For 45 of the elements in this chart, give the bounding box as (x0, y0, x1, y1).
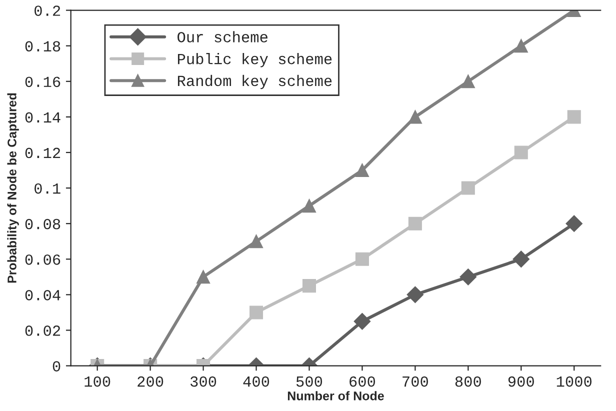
point (302, 279, 316, 293)
x-tick-label: 400 (243, 376, 270, 387)
y-tick-label: 0.06 (25, 254, 60, 265)
x-tick-label: 200 (138, 376, 164, 387)
y-tick-label: 0.2 (34, 6, 60, 16)
x-tick-label: 600 (350, 376, 376, 387)
y-tick-label: 0.08 (25, 218, 60, 230)
x-tick-label: 900 (508, 376, 534, 387)
x-tick-label: 500 (296, 376, 322, 387)
point (567, 110, 581, 124)
point (460, 268, 477, 286)
point (514, 146, 528, 160)
x-tick-label: 100 (84, 376, 110, 387)
x-tick-label: 1000 (556, 376, 592, 387)
y-tick-label: 0.1 (34, 183, 60, 194)
y-tick-label: 0.16 (25, 76, 60, 88)
point (354, 312, 371, 330)
point (302, 199, 316, 213)
point (355, 252, 369, 266)
point (249, 234, 264, 248)
legend-label: Our scheme (178, 31, 268, 42)
y-tick-label: 0.04 (25, 290, 60, 300)
point (355, 163, 369, 178)
point (512, 250, 530, 268)
legend-label: Random key scheme (178, 74, 332, 90)
x-tick-label: 800 (455, 376, 481, 387)
x-axis-title: Number of Node (288, 391, 384, 400)
x-tick-label: 300 (190, 376, 216, 387)
y-tick-label: 0 (52, 361, 60, 372)
point (461, 74, 475, 88)
point (408, 110, 422, 124)
y-tick-label: 0.02 (25, 326, 60, 336)
y-tick-label: 0.14 (25, 112, 60, 123)
point (461, 181, 475, 195)
legend-label: Public key scheme (178, 53, 332, 68)
point (514, 39, 528, 53)
y-tick-label: 0.18 (25, 41, 60, 52)
point (406, 286, 424, 304)
y-axis-title: Probability of Node be Captured (7, 93, 19, 283)
point (408, 216, 422, 230)
point (249, 306, 264, 320)
point (196, 270, 210, 284)
y-tick-label: 0.12 (25, 148, 60, 158)
point (566, 215, 582, 232)
x-tick-label: 700 (402, 376, 428, 387)
